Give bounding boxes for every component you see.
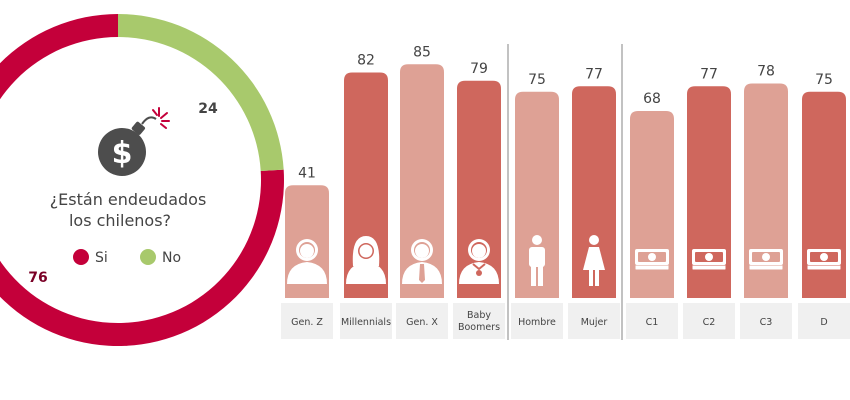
bar-group-gen-z: 41 Gen. Z — [281, 165, 333, 339]
bar-value-baby-boomers: 79 — [470, 61, 488, 77]
group-dividers — [507, 44, 623, 340]
bar-group-c2: 77 C2 — [683, 66, 735, 339]
category-label-box — [683, 303, 735, 339]
category-label-gen-x: Gen. X — [406, 317, 438, 328]
bar-hombre — [515, 91, 559, 298]
donut-legend: Si No — [73, 249, 181, 266]
bar-group-hombre: 75 Hombre — [511, 72, 563, 339]
bar-millennials — [344, 72, 388, 298]
money-stack-icon — [691, 249, 727, 271]
category-label-box — [281, 303, 333, 339]
donut-question-line1: ¿Están endeudados — [50, 190, 207, 209]
category-label-box — [626, 303, 678, 339]
bar-value-gen-x: 85 — [413, 44, 431, 60]
donut-value-si: 76 — [28, 270, 47, 286]
category-label-c2: C2 — [703, 317, 716, 328]
money-stack-icon — [748, 249, 784, 271]
woman-person-icon — [346, 236, 386, 284]
bar-chart: 41 Gen. Z 82 Millennials 85 Gen. X 79 Baby Boome… — [281, 44, 850, 340]
legend-label-no: No — [162, 250, 181, 266]
bar-baby-boomers — [457, 80, 501, 298]
woman-icon — [583, 235, 605, 286]
bar-group-millennials: 82 Millennials — [340, 53, 392, 339]
legend-swatch-si — [73, 249, 89, 265]
bar-value-millennials: 82 — [357, 53, 375, 69]
bar-c2 — [687, 86, 731, 298]
category-label-box — [798, 303, 850, 339]
category-label-c1: C1 — [646, 317, 659, 328]
bar-value-gen-z: 41 — [298, 165, 316, 181]
donut-slice-no — [118, 14, 284, 172]
bar-mujer — [572, 86, 616, 298]
bar-d — [802, 91, 846, 298]
man-icon — [529, 235, 545, 286]
bar-group-c3: 78 C3 — [740, 64, 792, 339]
category-label-gen-z: Gen. Z — [291, 317, 323, 328]
bar-value-c2: 77 — [700, 66, 718, 82]
category-label-baby-boomers: Baby Boomers — [458, 310, 500, 333]
category-label-d: D — [820, 317, 827, 328]
man-tie-icon — [402, 239, 442, 284]
donut-labels: 24 76 — [28, 101, 218, 286]
bar-value-mujer: 77 — [585, 66, 603, 82]
category-label-hombre: Hombre — [518, 317, 556, 328]
legend-item-no: No — [140, 249, 181, 266]
donut-value-no: 24 — [198, 101, 218, 117]
category-label-box — [568, 303, 620, 339]
donut-slice-si — [0, 14, 284, 346]
bar-group-d: 75 D — [798, 72, 850, 339]
money-bomb-icon: $ — [98, 107, 170, 176]
bar-value-hombre: 75 — [528, 72, 546, 88]
young-person-icon — [287, 239, 327, 284]
bar-value-d: 75 — [815, 72, 833, 88]
donut-chart: 24 76 $ ¿Están endeudados los chilenos? S… — [0, 14, 284, 346]
bar-group-c1: 68 C1 — [626, 91, 678, 339]
money-stack-icon — [634, 249, 670, 271]
bar-c3 — [744, 83, 788, 298]
category-label-box — [511, 303, 563, 339]
bar-group-mujer: 77 Mujer — [568, 66, 620, 339]
category-label-box — [340, 303, 392, 339]
category-label-mujer: Mujer — [581, 317, 608, 328]
category-label-box — [740, 303, 792, 339]
bar-value-c1: 68 — [643, 91, 661, 107]
legend-item-si: Si — [73, 249, 108, 266]
category-label-c3: C3 — [760, 317, 773, 328]
legend-swatch-no — [140, 249, 156, 265]
bar-group-baby-boomers: 79 Baby Boomers — [453, 61, 505, 339]
category-label-box — [396, 303, 448, 339]
bar-group-gen-x: 85 Gen. X — [396, 44, 448, 339]
bar-value-c3: 78 — [757, 64, 775, 80]
category-label-box — [453, 303, 505, 339]
bar-gen-x — [400, 64, 444, 298]
donut-question-line2: los chilenos? — [69, 211, 171, 230]
svg-text:$: $ — [112, 136, 133, 171]
donut-slices — [0, 14, 284, 346]
older-man-icon — [459, 239, 499, 284]
money-stack-icon — [806, 249, 842, 271]
category-label-millennials: Millennials — [341, 317, 391, 328]
legend-label-si: Si — [95, 250, 108, 266]
bars: 41 Gen. Z 82 Millennials 85 Gen. X 79 Baby Boome… — [281, 44, 850, 339]
